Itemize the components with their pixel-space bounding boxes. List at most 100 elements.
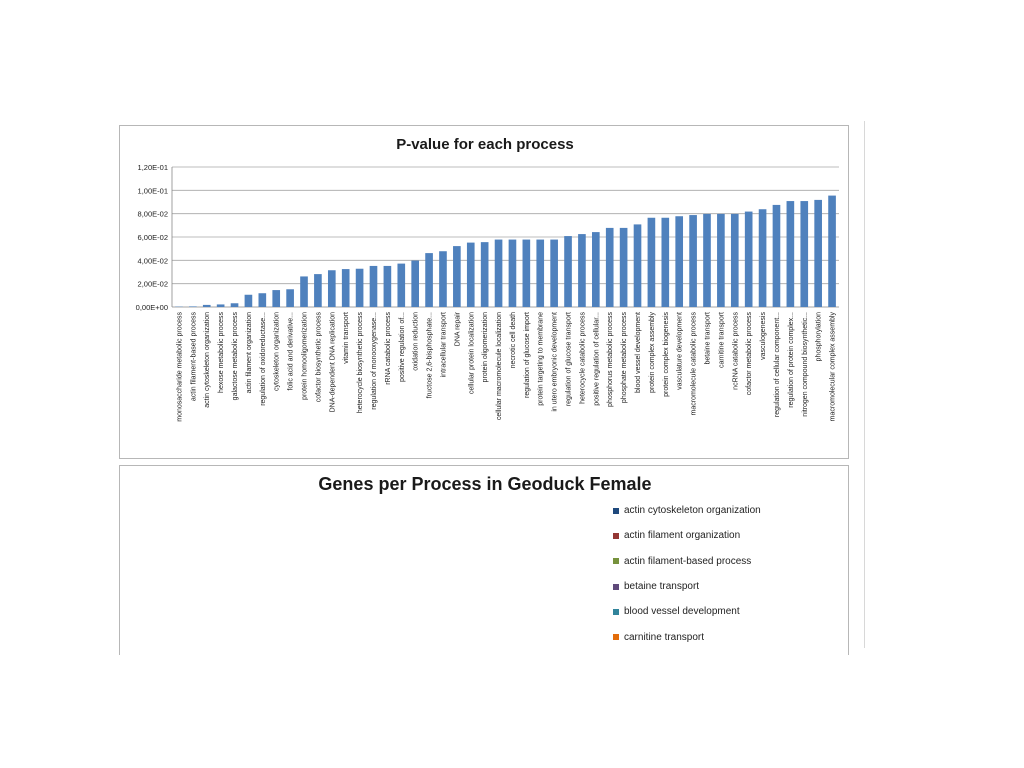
bar	[661, 217, 670, 307]
x-tick-label: monosaccharide metabolic process	[176, 312, 183, 422]
y-tick-label: 8,00E-02	[138, 210, 168, 219]
bar	[619, 227, 628, 307]
x-tick-label: vasculature development	[677, 312, 684, 390]
y-tick-label: 2,00E-02	[138, 280, 168, 289]
x-tick-label: galactose metabolic process	[232, 312, 239, 401]
x-tick-label: intracellular transport	[440, 312, 447, 377]
legend-label: betaine transport	[624, 581, 700, 593]
bar	[536, 239, 545, 307]
x-tick-label: protein complex biogenesis	[663, 312, 670, 397]
x-tick-label: regulation of protein complex...	[788, 312, 795, 408]
legend-item: actin cytoskeleton organization	[613, 498, 761, 523]
bar	[550, 239, 558, 307]
bar	[633, 224, 642, 307]
x-tick-label: protein complex assembly	[649, 312, 656, 393]
bar	[383, 265, 392, 307]
bar	[341, 269, 350, 307]
x-tick-label: blood vessel development	[635, 312, 642, 393]
page-right-edge-line	[864, 121, 865, 648]
bar	[717, 213, 725, 307]
bar	[397, 263, 406, 307]
x-tick-label: betaine transport	[704, 312, 711, 365]
x-tick-label: cytoskeleton organization	[274, 312, 281, 391]
bar	[689, 215, 697, 307]
bar	[730, 213, 739, 307]
bar	[300, 276, 308, 307]
legend-item: carnitine transport	[613, 624, 761, 649]
legend-item: actin filament-based process	[613, 549, 761, 574]
x-tick-label: rRNA catabolic process	[385, 312, 392, 385]
pvalue-bar-chart: 0,00E+00 2,00E-02 4,00E-02 6,00E-02 8,00E-02…	[136, 163, 839, 422]
bar	[508, 239, 517, 307]
legend-item: actin filament organization	[613, 523, 761, 548]
legend-swatch	[613, 532, 619, 539]
bar	[327, 270, 336, 307]
bar	[605, 227, 614, 307]
x-tick-label: positive regulation of cellular...	[593, 312, 600, 406]
genes-chart-title: Genes per Process in Geoduck Female	[318, 474, 652, 494]
legend-item: betaine transport	[613, 574, 761, 599]
x-tick-label: regulation of oxidoreductase...	[260, 312, 267, 406]
x-tick-label: carnitine transport	[718, 312, 725, 368]
bar	[592, 232, 600, 307]
x-tick-label: cofactor metabolic process	[746, 312, 753, 396]
x-tick-label: cellular protein localization	[468, 312, 475, 394]
legend-label: actin cytoskeleton organization	[624, 505, 761, 517]
bar	[216, 304, 225, 307]
legend-label: blood vessel development	[624, 606, 740, 618]
x-tick-label: regulation of glucose import	[524, 312, 531, 398]
x-tick-label: regulation of monooxygenase...	[371, 312, 378, 410]
bar	[314, 274, 322, 307]
x-tick-label: in utero embryonic development	[552, 312, 559, 412]
bar	[494, 239, 503, 307]
bar	[758, 209, 767, 307]
bar	[202, 304, 211, 307]
legend-item: blood vessel development	[613, 599, 761, 624]
legend-swatch	[613, 608, 619, 615]
legend-label: actin filament-based process	[624, 555, 752, 567]
bar	[814, 199, 822, 307]
y-tick-label: 1,00E-01	[138, 186, 168, 195]
bar	[355, 268, 364, 307]
y-tick-label: 1,20E-01	[138, 163, 168, 172]
x-tick-label: actin filament-based process	[190, 312, 197, 402]
bar	[272, 290, 281, 307]
x-tick-label: DNA-dependent DNA replication	[329, 312, 336, 412]
pvalue-chart-panel: P-value for each process 0,00E+00 2,00E-0…	[119, 125, 849, 459]
x-tick-label: ncRNA catabolic process	[732, 312, 739, 390]
bar	[480, 242, 489, 307]
legend-label: actin filament organization	[624, 530, 741, 542]
y-tick-label: 0,00E+00	[136, 303, 168, 312]
y-tick-label: 6,00E-02	[138, 233, 168, 242]
pvalue-chart-title: P-value for each process	[396, 136, 574, 153]
bar	[425, 253, 433, 307]
x-tick-label: fructose 2,6-bisphosphate...	[427, 312, 434, 398]
x-tick-label: regulation of glucose transport	[566, 312, 573, 406]
x-tick-label: cofactor biosynthetic process	[315, 312, 322, 403]
bar	[466, 242, 475, 307]
x-tick-label: protein homooligomerization	[302, 312, 309, 400]
x-tick-label: heterocycle catabolic process	[579, 312, 586, 404]
legend-label: carnitine transport	[624, 631, 705, 643]
x-tick-label: necrotic cell death	[510, 312, 517, 369]
legend-swatch	[613, 558, 619, 565]
x-tick-label: vitamin transport	[343, 312, 350, 364]
bar	[786, 201, 795, 307]
bar	[578, 234, 586, 307]
bar	[286, 289, 294, 307]
genes-chart-panel: Genes per Process in Geoduck Female acti…	[119, 465, 849, 655]
x-tick-label: vasculogenesis	[760, 312, 767, 360]
x-tick-label: macromolecular complex assembly	[830, 312, 837, 422]
y-tick-label: 4,00E-02	[138, 256, 168, 265]
legend-swatch	[613, 634, 619, 641]
legend-swatch	[613, 507, 619, 514]
x-tick-label: protein targeting to membrane	[538, 312, 545, 406]
bar	[564, 236, 572, 307]
legend-swatch	[613, 583, 619, 590]
x-tick-label: positive regulation of...	[399, 312, 406, 382]
x-tick-label: nitrogen compound biosynthetic...	[802, 312, 809, 417]
bar	[800, 201, 809, 307]
x-tick-label: phosphate metabolic process	[621, 312, 628, 404]
bar	[828, 195, 836, 307]
x-tick-label: cellular macromolecule localization	[496, 312, 503, 420]
